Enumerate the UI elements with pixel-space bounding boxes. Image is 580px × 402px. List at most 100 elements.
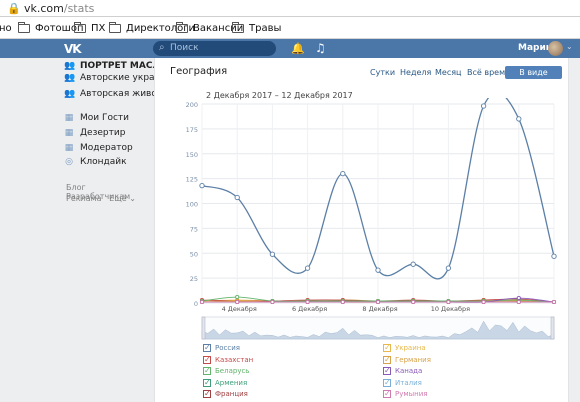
bookmarks-bar: но Фотошоп ПХ Директологи Вакансии Травы [0, 17, 580, 39]
link-more[interactable]: Ещё ⌄ [109, 194, 136, 203]
link-ads[interactable]: Реклама [66, 194, 102, 203]
data-point [446, 299, 451, 305]
checkbox-icon[interactable]: ✓ [383, 377, 391, 387]
legend-label: Украина [395, 344, 426, 352]
group-icon: 👥 [64, 61, 76, 71]
data-point [270, 299, 275, 305]
data-point [234, 194, 240, 201]
legend-item[interactable]: ✓ Румыния [383, 389, 428, 399]
folder-icon [18, 21, 30, 33]
legend-label: Казахстан [215, 355, 254, 364]
bell-icon[interactable]: 🔔 [291, 42, 305, 55]
legend-item[interactable]: ✓ Россия [203, 343, 240, 353]
address-bar[interactable]: 🔒 vk.com/stats [0, 0, 580, 17]
sidebar-item-app[interactable]: ▦ Дезертир [64, 128, 126, 138]
legend-label: Италия [395, 378, 422, 387]
line-chart[interactable]: 200 175 150 125 100 75 50 25 0 4 Декабря 6 Декабря… [155, 98, 570, 342]
checkbox-icon[interactable]: ✓ [203, 354, 211, 364]
tab-all-time[interactable]: Всё время [467, 68, 510, 77]
data-point [516, 116, 522, 122]
link-blog[interactable]: Блог [66, 183, 86, 192]
app-icon: ▦ [64, 143, 74, 153]
x-tick-label: 8 Декабря [362, 305, 397, 313]
bookmark-item[interactable]: Травы [232, 21, 281, 35]
bookmark-item[interactable]: но [0, 22, 12, 34]
link-developers[interactable]: Разработчикам [66, 192, 131, 201]
bookmark-item[interactable]: Директологи [109, 21, 195, 35]
checkbox-icon[interactable]: ✓ [383, 366, 391, 375]
tab-graphs[interactable]: В виде графиков [505, 66, 562, 90]
legend-item[interactable]: ✓ Казахстан [203, 355, 253, 365]
data-point [551, 253, 557, 259]
legend-item[interactable]: ✓ Германия [383, 355, 431, 365]
data-point [375, 299, 381, 305]
url-text[interactable]: vk.com/stats [24, 2, 95, 15]
checkbox-icon[interactable]: ✓ [203, 343, 211, 352]
checkbox-icon[interactable]: ✓ [203, 377, 211, 387]
page-title: География [170, 66, 228, 77]
checkbox-icon[interactable]: ✓ [383, 354, 391, 364]
legend-item[interactable]: ✓ Италия [383, 378, 422, 388]
legend-item[interactable]: ✓ Армения [203, 378, 247, 388]
bookmark-item[interactable]: Фотошоп [18, 21, 83, 35]
legend-item[interactable]: ✓ Беларусь [203, 366, 249, 376]
sidebar-item-group[interactable]: 👥 Авторская живоп... [64, 89, 172, 99]
x-tick-label: 4 Декабря [222, 305, 257, 313]
x-tick-label: 6 Декабря [292, 305, 327, 313]
vk-header: VK ⌕ Поиск 🔔 ♫ Марина ⌄ [0, 39, 580, 58]
sidebar-item-app[interactable]: ▦ Мои Гости [64, 113, 130, 123]
checkbox-icon[interactable]: ✓ [203, 389, 211, 398]
tab-week[interactable]: Неделя [400, 68, 432, 77]
user-name[interactable]: Марина [518, 43, 559, 53]
legend-label: Россия [215, 344, 240, 352]
data-point [551, 299, 557, 305]
checkbox-icon[interactable]: ✓ [383, 389, 391, 398]
legend-label: Беларусь [215, 367, 250, 375]
tab-day[interactable]: Сутки [370, 68, 396, 77]
data-point [375, 267, 381, 273]
folder-icon [176, 21, 188, 33]
data-point [516, 295, 521, 301]
chevron-down-icon[interactable]: ⌄ [566, 42, 573, 51]
bookmark-item[interactable]: Вакансии [176, 21, 243, 35]
vk-logo[interactable]: VK [64, 42, 82, 56]
data-point [480, 103, 487, 109]
data-point [305, 299, 310, 305]
avatar[interactable] [548, 41, 563, 56]
sidebar-item-app[interactable]: ◎ Клондайк [65, 157, 127, 167]
group-icon: 👥 [64, 73, 76, 83]
sidebar-item-group[interactable]: 👥 Авторские украш... [64, 73, 172, 83]
search-placeholder: Поиск [170, 43, 199, 53]
data-point [235, 299, 240, 305]
legend-label: Канада [395, 367, 423, 375]
data-point [199, 182, 205, 189]
folder-icon [74, 21, 86, 33]
data-point [516, 299, 521, 305]
group-icon: 👥 [64, 89, 76, 99]
period-label: 2 Декабря 2017 – 12 Декабря 2017 [206, 91, 353, 100]
music-icon[interactable]: ♫ [315, 41, 326, 55]
sidebar-item-app[interactable]: ▦ Модератор [64, 143, 133, 153]
folder-icon [109, 21, 121, 33]
data-point [481, 299, 486, 305]
y-tick-label: 50 [190, 250, 198, 258]
y-tick-label: 100 [186, 201, 198, 209]
checkbox-icon[interactable]: ✓ [383, 343, 391, 352]
data-point [410, 261, 416, 267]
y-tick-label: 125 [186, 176, 198, 184]
legend-label: Румыния [395, 390, 428, 398]
sidebar-item-group[interactable]: 👥 ПОРТРЕТ МАСЛОМ... [64, 61, 187, 71]
checkbox-icon[interactable]: ✓ [203, 366, 211, 375]
tab-month[interactable]: Месяц [435, 68, 462, 77]
legend-item[interactable]: ✓ Франция [203, 389, 248, 399]
data-point [269, 251, 276, 257]
search-input[interactable]: ⌕ Поиск [153, 41, 276, 56]
right-gutter [569, 58, 580, 402]
bookmark-item[interactable]: ПХ [74, 21, 105, 35]
legend-item[interactable]: ✓ Канада [383, 366, 422, 376]
legend-item[interactable]: ✓ Украина [383, 343, 426, 353]
navigator-handle-left [201, 316, 206, 340]
app-icon: ▦ [64, 128, 74, 138]
y-tick-label: 0 [194, 300, 198, 308]
navigator-sparkline [201, 320, 555, 340]
